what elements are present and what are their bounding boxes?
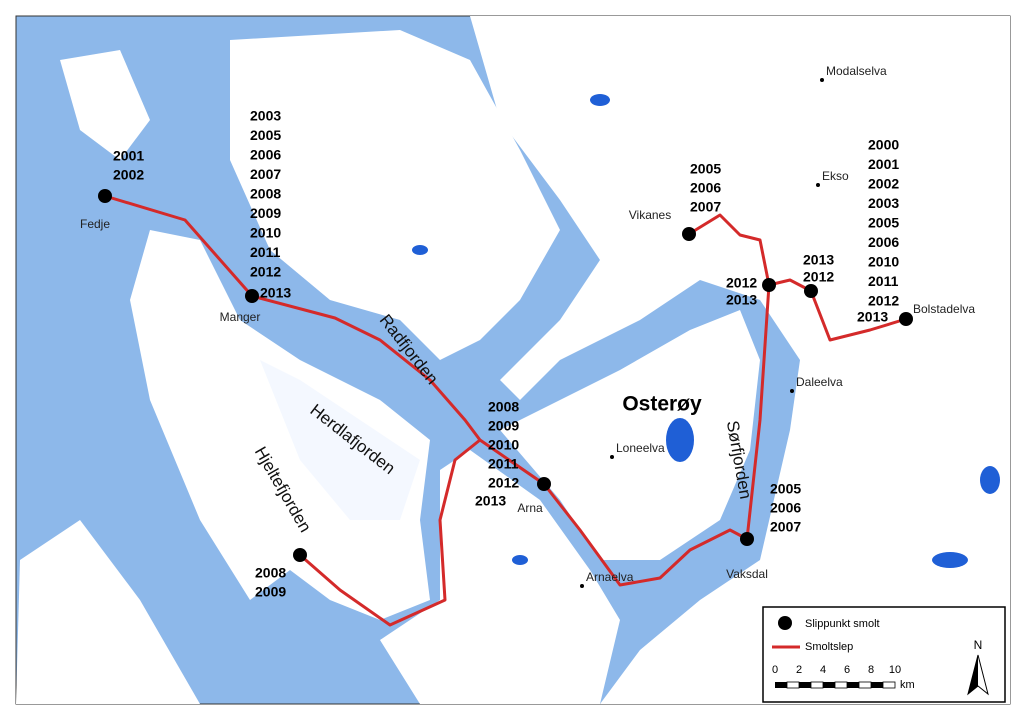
scale-tick-label: 2 — [796, 664, 802, 676]
release-point — [537, 477, 551, 491]
scale-segment — [786, 681, 800, 689]
legend-dot — [778, 616, 792, 630]
place-name: Modalselva — [826, 64, 887, 78]
release-point — [899, 312, 913, 326]
place-dot — [816, 183, 820, 187]
year-label: 2010 — [250, 225, 281, 241]
year-label: 2010 — [868, 254, 899, 270]
scale-segment — [775, 682, 787, 688]
place-name: Ekso — [822, 169, 849, 183]
year-label: 2009 — [488, 418, 519, 434]
year-label: 2005 — [690, 161, 721, 177]
release-point — [740, 532, 754, 546]
scale-segment — [834, 681, 848, 689]
legend-label: Smoltslep — [805, 641, 853, 653]
release-point — [293, 548, 307, 562]
year-label: 2011 — [868, 273, 899, 289]
scale-tick-label: 8 — [868, 664, 874, 676]
year-label: 2010 — [488, 437, 519, 453]
year-label: 2006 — [868, 234, 899, 250]
scale-segment — [799, 682, 811, 688]
year-label: 2011 — [250, 244, 281, 260]
place-dot — [610, 455, 614, 459]
year-label: 2006 — [250, 147, 281, 163]
year-label: 2002 — [868, 176, 899, 192]
scale-segment — [871, 682, 883, 688]
year-label: 2003 — [868, 195, 899, 211]
place-dot — [580, 584, 584, 588]
year-label: 2013 — [803, 252, 834, 268]
scale-tick-label: 10 — [889, 664, 901, 676]
site-name: Manger — [220, 310, 261, 324]
release-point — [762, 278, 776, 292]
place-dot — [820, 78, 824, 82]
year-label: 2012 — [488, 475, 519, 491]
north-label: N — [974, 638, 983, 652]
scale-tick-label: 4 — [820, 664, 826, 676]
year-label: 2012 — [726, 275, 757, 291]
route — [104, 194, 907, 627]
year-label: 2008 — [488, 399, 519, 415]
release-point — [682, 227, 696, 241]
place-name: Daleelva — [796, 375, 843, 389]
scale-unit: km — [900, 679, 915, 691]
release-point — [245, 289, 259, 303]
year-label: 2009 — [250, 205, 281, 221]
legend-label: Slippunkt smolt — [805, 618, 880, 630]
site-name: Vaksdal — [726, 567, 768, 581]
scale-segment — [823, 682, 835, 688]
scale-tick-label: 6 — [844, 664, 850, 676]
scale-segment — [882, 681, 896, 689]
place-name: Arnaelva — [586, 570, 634, 584]
year-label: 2013 — [857, 309, 888, 325]
year-label: 2005 — [868, 215, 899, 231]
year-label: 2000 — [868, 137, 899, 153]
scale-tick-label: 0 — [772, 664, 778, 676]
scale-segment — [847, 682, 859, 688]
year-label: 2001 — [113, 148, 144, 164]
year-label: 2007 — [690, 199, 721, 215]
year-label: 2006 — [770, 500, 801, 516]
place-dot — [790, 389, 794, 393]
year-label: 2002 — [113, 167, 144, 183]
year-label: 2001 — [868, 156, 899, 172]
north-arrow-half — [968, 655, 978, 694]
legend: Slippunkt smolt Smoltslep 0 2 4 6 8 10 km N — [762, 606, 1006, 703]
year-label: 2008 — [250, 186, 281, 202]
year-label: 2013 — [260, 285, 291, 301]
year-label: 2013 — [475, 493, 506, 509]
lakes — [412, 94, 1000, 646]
year-label: 2009 — [255, 584, 286, 600]
year-label: 2005 — [250, 127, 281, 143]
place-name: Loneelva — [616, 441, 665, 455]
year-label: 2007 — [250, 166, 281, 182]
scale-segment — [810, 681, 824, 689]
scale-bar: 0 2 4 6 8 10 km — [772, 664, 915, 691]
release-point — [804, 284, 818, 298]
year-label: 2008 — [255, 565, 286, 581]
year-label: 2006 — [690, 180, 721, 196]
scale-segment — [858, 681, 872, 689]
site-name: Arna — [517, 501, 543, 515]
site-name: Bolstadelva — [913, 302, 975, 316]
release-point — [98, 189, 112, 203]
year-label: 2012 — [803, 269, 834, 285]
year-label: 2003 — [250, 108, 281, 124]
year-label: 2007 — [770, 519, 801, 535]
year-label: 2012 — [250, 264, 281, 280]
island-name: Osterøy — [622, 393, 702, 416]
site-name: Vikanes — [629, 208, 671, 222]
year-label: 2012 — [868, 293, 899, 309]
site-name: Fedje — [80, 217, 110, 231]
year-label: 2011 — [488, 456, 519, 472]
land — [16, 16, 1010, 704]
year-label: 2013 — [726, 292, 757, 308]
year-label: 2005 — [770, 481, 801, 497]
